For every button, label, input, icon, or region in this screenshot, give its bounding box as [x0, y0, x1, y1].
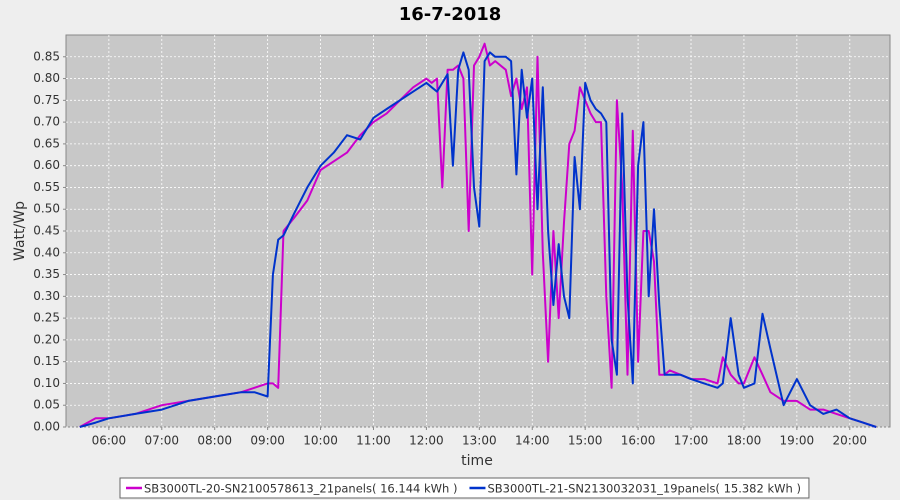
y-tick-label: 0.85 [33, 49, 60, 63]
x-tick-label: 17:00 [674, 434, 709, 448]
x-tick-label: 15:00 [568, 434, 603, 448]
y-tick-label: 0.00 [33, 420, 60, 434]
y-tick-label: 0.35 [33, 267, 60, 281]
legend-label: SB3000TL-20-SN2100578613_21panels( 16.14… [144, 482, 457, 496]
y-tick-label: 0.10 [33, 376, 60, 390]
y-tick-label: 0.05 [33, 398, 60, 412]
x-tick-label: 06:00 [92, 434, 127, 448]
y-tick-label: 0.15 [33, 354, 60, 368]
x-tick-label: 20:00 [832, 434, 867, 448]
legend-label: SB3000TL-21-SN2130032031_19panels( 15.38… [487, 482, 800, 496]
y-tick-label: 0.40 [33, 245, 60, 259]
x-tick-label: 09:00 [250, 434, 285, 448]
y-tick-label: 0.65 [33, 136, 60, 150]
chart-title: 16-7-2018 [399, 4, 502, 25]
y-tick-label: 0.30 [33, 289, 60, 303]
x-tick-label: 07:00 [144, 434, 179, 448]
x-tick-label: 16:00 [621, 434, 656, 448]
x-tick-label: 19:00 [780, 434, 815, 448]
y-tick-label: 0.75 [33, 93, 60, 107]
x-tick-label: 11:00 [356, 434, 391, 448]
series-line [79, 51, 877, 428]
y-tick-label: 0.70 [33, 115, 60, 129]
y-tick-label: 0.80 [33, 71, 60, 85]
x-tick-label: 18:00 [727, 434, 762, 448]
x-tick-label: 13:00 [462, 434, 497, 448]
y-tick-label: 0.55 [33, 180, 60, 194]
legend-box [119, 477, 810, 499]
y-axis-title: Watt/Wp [12, 201, 28, 261]
x-axis-title: time [461, 453, 493, 469]
x-tick-label: 14:00 [515, 434, 550, 448]
x-tick-label: 10:00 [303, 434, 338, 448]
x-tick-label: 08:00 [197, 434, 232, 448]
y-tick-label: 0.50 [33, 202, 60, 216]
x-tick-label: 12:00 [409, 434, 444, 448]
y-tick-label: 0.60 [33, 158, 60, 172]
y-tick-label: 0.25 [33, 311, 60, 325]
y-tick-label: 0.20 [33, 332, 60, 346]
y-tick-label: 0.45 [33, 224, 60, 238]
